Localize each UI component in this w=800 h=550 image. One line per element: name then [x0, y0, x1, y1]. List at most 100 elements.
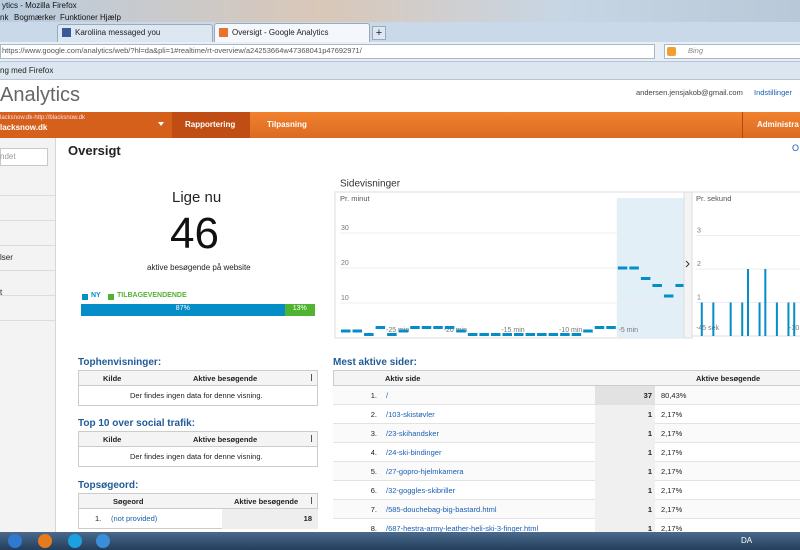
row-value: 1 — [647, 448, 652, 457]
taskbar-icon[interactable] — [96, 534, 110, 548]
menu-item[interactable]: nk — [0, 13, 9, 22]
empty-note: Der findes ingen data for denne visning. — [130, 391, 263, 400]
row-value: 1 — [647, 486, 652, 495]
search-bar[interactable] — [664, 44, 800, 59]
value-cell-bg — [595, 500, 655, 519]
url-text: https://www.google.com/analytics/web/?hl… — [2, 46, 362, 55]
tab[interactable] — [57, 24, 213, 42]
account-name: lacksnow.dk — [0, 123, 48, 132]
table-row — [333, 424, 800, 443]
table-title: Tophenvisninger: — [78, 357, 162, 368]
menu-item[interactable]: Hjælp — [100, 13, 121, 22]
product-name: Analytics — [0, 84, 81, 106]
x-tick-label: -15 min — [501, 327, 524, 334]
tab-active[interactable] — [214, 23, 370, 42]
page-link[interactable]: /32-goggles-skibriller — [386, 486, 456, 495]
row-value: 1 — [647, 524, 652, 533]
split-label: 13% — [292, 305, 307, 312]
row-value: 1 — [647, 505, 652, 514]
table-header — [78, 493, 318, 509]
account-box[interactable] — [0, 112, 172, 138]
search-text: Bing — [688, 46, 704, 55]
nav-tab[interactable]: Administra — [757, 120, 799, 129]
bookmark[interactable]: ng med Firefox — [0, 66, 54, 75]
nav-tab[interactable]: Tilpasning — [267, 120, 307, 129]
sidebar-divider — [0, 295, 55, 296]
taskbar-icon[interactable] — [68, 534, 82, 548]
table-title: Top 10 over social trafik: — [78, 418, 196, 429]
new-tab[interactable]: + — [372, 26, 386, 40]
split-label: 87% — [175, 305, 190, 312]
panel-label: Pr. minut — [340, 194, 371, 203]
menu-item[interactable]: Funktioner — [60, 13, 98, 22]
page-link[interactable]: /24-ski-bindinger — [386, 448, 442, 457]
row-label[interactable]: (not provided) — [111, 514, 158, 523]
row-number: 7. — [370, 505, 377, 514]
page-title: Oversigt — [68, 143, 121, 158]
split-segment — [284, 304, 315, 316]
row-number: 6. — [370, 486, 377, 495]
corner-link[interactable]: O — [792, 143, 800, 153]
row-number: 1. — [95, 514, 102, 523]
table-body — [78, 447, 318, 467]
row-number: 8. — [370, 524, 377, 533]
page-link[interactable]: / — [386, 391, 389, 400]
bar — [758, 302, 761, 336]
sidebar-item[interactable]: t — [0, 288, 3, 297]
search-icon — [667, 47, 676, 56]
window-title: ytics - Mozilla Firefox — [2, 1, 77, 10]
sidebar-search[interactable] — [0, 148, 48, 166]
row-number: 1. — [370, 391, 377, 400]
table-header — [333, 370, 800, 386]
account-url: lacksnow.dk-http://blacksnow.dk — [0, 115, 86, 121]
taskbar — [0, 532, 800, 550]
bar — [764, 269, 767, 336]
settings-link[interactable]: Indstillinger — [754, 88, 792, 97]
value-cell-bg — [595, 405, 655, 424]
table-row — [333, 500, 800, 519]
bar — [793, 302, 796, 336]
row-number: 3. — [370, 429, 377, 438]
y-tick-label: 30 — [341, 225, 349, 232]
taskbar-icon[interactable] — [8, 534, 22, 548]
row-percent: 2,17% — [661, 486, 683, 495]
page-link[interactable]: /687-hestra-army-leather-heli-ski-3-fing… — [386, 524, 539, 533]
page-link[interactable]: /585-douchebag-big-bastard.html — [386, 505, 497, 514]
legend-swatch — [82, 294, 88, 300]
x-tick-label: -25 min — [386, 327, 409, 334]
bar — [700, 302, 703, 336]
column-header: Kilde — [103, 374, 122, 383]
row-number: 5. — [370, 467, 377, 476]
bar — [775, 302, 778, 336]
page-link[interactable]: /23-skihandsker — [386, 429, 439, 438]
value-cell-bg — [595, 462, 655, 481]
bar — [747, 269, 749, 336]
value-cell-bg — [595, 386, 655, 405]
url-bar[interactable] — [0, 44, 655, 59]
page-link[interactable]: /103-skistøvler — [386, 410, 435, 419]
bookmark-bar — [0, 62, 800, 80]
empty-note: Der findes ingen data for denne visning. — [130, 452, 263, 461]
table-body — [78, 386, 318, 406]
table-row — [333, 386, 800, 405]
legend-label: TILBAGEVENDENDE — [117, 292, 187, 299]
table-header — [78, 431, 318, 447]
now-title: Lige nu — [172, 189, 222, 206]
bar — [712, 302, 715, 336]
page-link[interactable]: /27-gopro-hjelmkamera — [386, 467, 464, 476]
nav-tab[interactable]: Rapportering — [185, 120, 236, 129]
x-tick-label: -20 min — [444, 327, 467, 334]
now-caption: aktive besøgende på website — [147, 263, 251, 272]
taskbar-icon[interactable] — [38, 534, 52, 548]
tab-label: Karoliina messaged you — [75, 28, 161, 37]
sidebar-item[interactable]: lser — [0, 253, 13, 262]
bar — [729, 302, 732, 336]
sidebar-divider — [0, 245, 55, 246]
nav-tab-active[interactable] — [172, 112, 250, 138]
value-cell-bg — [595, 481, 655, 500]
sidebar — [0, 138, 56, 532]
row-percent: 2,17% — [661, 448, 683, 457]
menu-item[interactable]: Bogmærker — [14, 13, 56, 22]
sort-arrow — [311, 435, 312, 442]
